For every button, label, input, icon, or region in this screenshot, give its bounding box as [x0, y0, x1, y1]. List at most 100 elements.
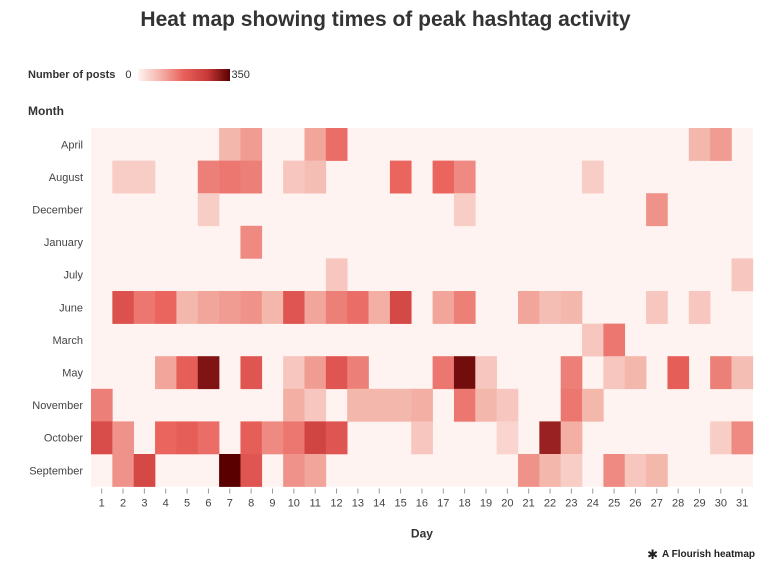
- heatmap-cell[interactable]: [176, 421, 199, 455]
- heatmap-cell[interactable]: [325, 356, 348, 390]
- heatmap-cell[interactable]: [453, 193, 476, 227]
- heatmap-cell[interactable]: [347, 291, 369, 324]
- heatmap-cell[interactable]: [133, 454, 156, 487]
- heatmap-cell[interactable]: [667, 356, 690, 390]
- heatmap-cell[interactable]: [496, 388, 519, 422]
- heatmap-cell[interactable]: [304, 388, 327, 422]
- heatmap-cell[interactable]: [560, 454, 583, 487]
- heatmap-cell[interactable]: [389, 160, 412, 194]
- heatmap-cell[interactable]: [91, 421, 113, 455]
- heatmap-cell[interactable]: [133, 160, 156, 194]
- heatmap-cell[interactable]: [325, 258, 348, 292]
- heatmap-cell[interactable]: [240, 291, 263, 324]
- heatmap-cell[interactable]: [368, 388, 391, 422]
- heatmap-cell[interactable]: [411, 421, 433, 455]
- heatmap-cell[interactable]: [91, 388, 113, 422]
- heatmap-cell[interactable]: [475, 388, 497, 422]
- heatmap-cell[interactable]: [304, 128, 327, 161]
- heatmap-cell[interactable]: [197, 291, 220, 324]
- heatmap-cell[interactable]: [219, 160, 241, 194]
- heatmap-cell[interactable]: [582, 160, 604, 194]
- heatmap-cell[interactable]: [325, 128, 348, 161]
- heatmap-cell[interactable]: [646, 454, 668, 487]
- heatmap-cell[interactable]: [112, 160, 134, 194]
- heatmap-cell[interactable]: [176, 291, 199, 324]
- flourish-credit[interactable]: ✱ A Flourish heatmap: [647, 548, 755, 561]
- heatmap-cell[interactable]: [155, 291, 177, 324]
- heatmap-cell[interactable]: [646, 291, 668, 324]
- heatmap-cell[interactable]: [453, 388, 476, 422]
- heatmap-cell[interactable]: [283, 160, 305, 194]
- heatmap-cell[interactable]: [283, 454, 305, 487]
- heatmap-cell[interactable]: [112, 454, 134, 487]
- heatmap-cell[interactable]: [432, 291, 455, 324]
- heatmap-cell[interactable]: [261, 421, 284, 455]
- heatmap-cell[interactable]: [560, 291, 583, 324]
- heatmap-cell[interactable]: [453, 356, 476, 390]
- heatmap-cell[interactable]: [155, 356, 177, 390]
- heatmap-cell[interactable]: [432, 356, 455, 390]
- heatmap-cell[interactable]: [582, 388, 604, 422]
- heatmap-cell[interactable]: [539, 291, 561, 324]
- heatmap-cell[interactable]: [710, 128, 732, 161]
- heatmap-cell[interactable]: [603, 323, 626, 357]
- heatmap-cell[interactable]: [197, 160, 220, 194]
- heatmap-cell[interactable]: [304, 454, 327, 487]
- heatmap-cell[interactable]: [646, 193, 668, 227]
- heatmap-cell[interactable]: [453, 160, 476, 194]
- heatmap-cell[interactable]: [389, 388, 412, 422]
- heatmap-cell[interactable]: [304, 291, 327, 324]
- heatmap-cell[interactable]: [453, 291, 476, 324]
- heatmap-cell[interactable]: [624, 356, 647, 390]
- heatmap-cell[interactable]: [283, 421, 305, 455]
- heatmap-cell[interactable]: [731, 258, 754, 292]
- heatmap-cell[interactable]: [283, 356, 305, 390]
- heatmap-cell[interactable]: [240, 356, 263, 390]
- heatmap-cell[interactable]: [219, 291, 241, 324]
- heatmap-cell[interactable]: [560, 421, 583, 455]
- heatmap-cell[interactable]: [582, 323, 604, 357]
- heatmap-cell[interactable]: [155, 421, 177, 455]
- heatmap-cell[interactable]: [411, 388, 433, 422]
- heatmap-cell[interactable]: [197, 421, 220, 455]
- heatmap-cell[interactable]: [731, 356, 754, 390]
- heatmap-cell[interactable]: [539, 454, 561, 487]
- heatmap-cell[interactable]: [389, 291, 412, 324]
- heatmap-cell[interactable]: [219, 128, 241, 161]
- heatmap-cell[interactable]: [133, 291, 156, 324]
- heatmap-cell[interactable]: [176, 356, 199, 390]
- heatmap-cell[interactable]: [368, 291, 391, 324]
- heatmap-cell[interactable]: [710, 356, 732, 390]
- heatmap-cell[interactable]: [560, 356, 583, 390]
- heatmap-cell[interactable]: [432, 160, 455, 194]
- heatmap-cell[interactable]: [240, 421, 263, 455]
- heatmap-cell[interactable]: [112, 421, 134, 455]
- heatmap-cell[interactable]: [603, 356, 626, 390]
- heatmap-cell[interactable]: [219, 454, 241, 487]
- heatmap-cell[interactable]: [539, 421, 561, 455]
- heatmap-cell[interactable]: [688, 128, 711, 161]
- heatmap-cell[interactable]: [304, 421, 327, 455]
- heatmap-cell[interactable]: [240, 160, 263, 194]
- heatmap-cell[interactable]: [261, 291, 284, 324]
- heatmap-cell[interactable]: [112, 291, 134, 324]
- heatmap-cell[interactable]: [240, 454, 263, 487]
- heatmap-cell[interactable]: [347, 388, 369, 422]
- heatmap-cell[interactable]: [197, 356, 220, 390]
- heatmap-cell[interactable]: [475, 356, 497, 390]
- heatmap-cell[interactable]: [325, 291, 348, 324]
- heatmap-cell[interactable]: [518, 291, 540, 324]
- heatmap-cell[interactable]: [731, 421, 754, 455]
- heatmap-cell[interactable]: [240, 225, 263, 259]
- heatmap-cell[interactable]: [688, 291, 711, 324]
- heatmap-cell[interactable]: [624, 454, 647, 487]
- heatmap-cell[interactable]: [710, 421, 732, 455]
- heatmap-cell[interactable]: [197, 193, 220, 227]
- heatmap-cell[interactable]: [304, 356, 327, 390]
- heatmap-cell[interactable]: [347, 356, 369, 390]
- heatmap-cell[interactable]: [304, 160, 327, 194]
- heatmap-cell[interactable]: [325, 421, 348, 455]
- heatmap-cell[interactable]: [283, 388, 305, 422]
- heatmap-cell[interactable]: [603, 454, 626, 487]
- heatmap-cell[interactable]: [496, 421, 519, 455]
